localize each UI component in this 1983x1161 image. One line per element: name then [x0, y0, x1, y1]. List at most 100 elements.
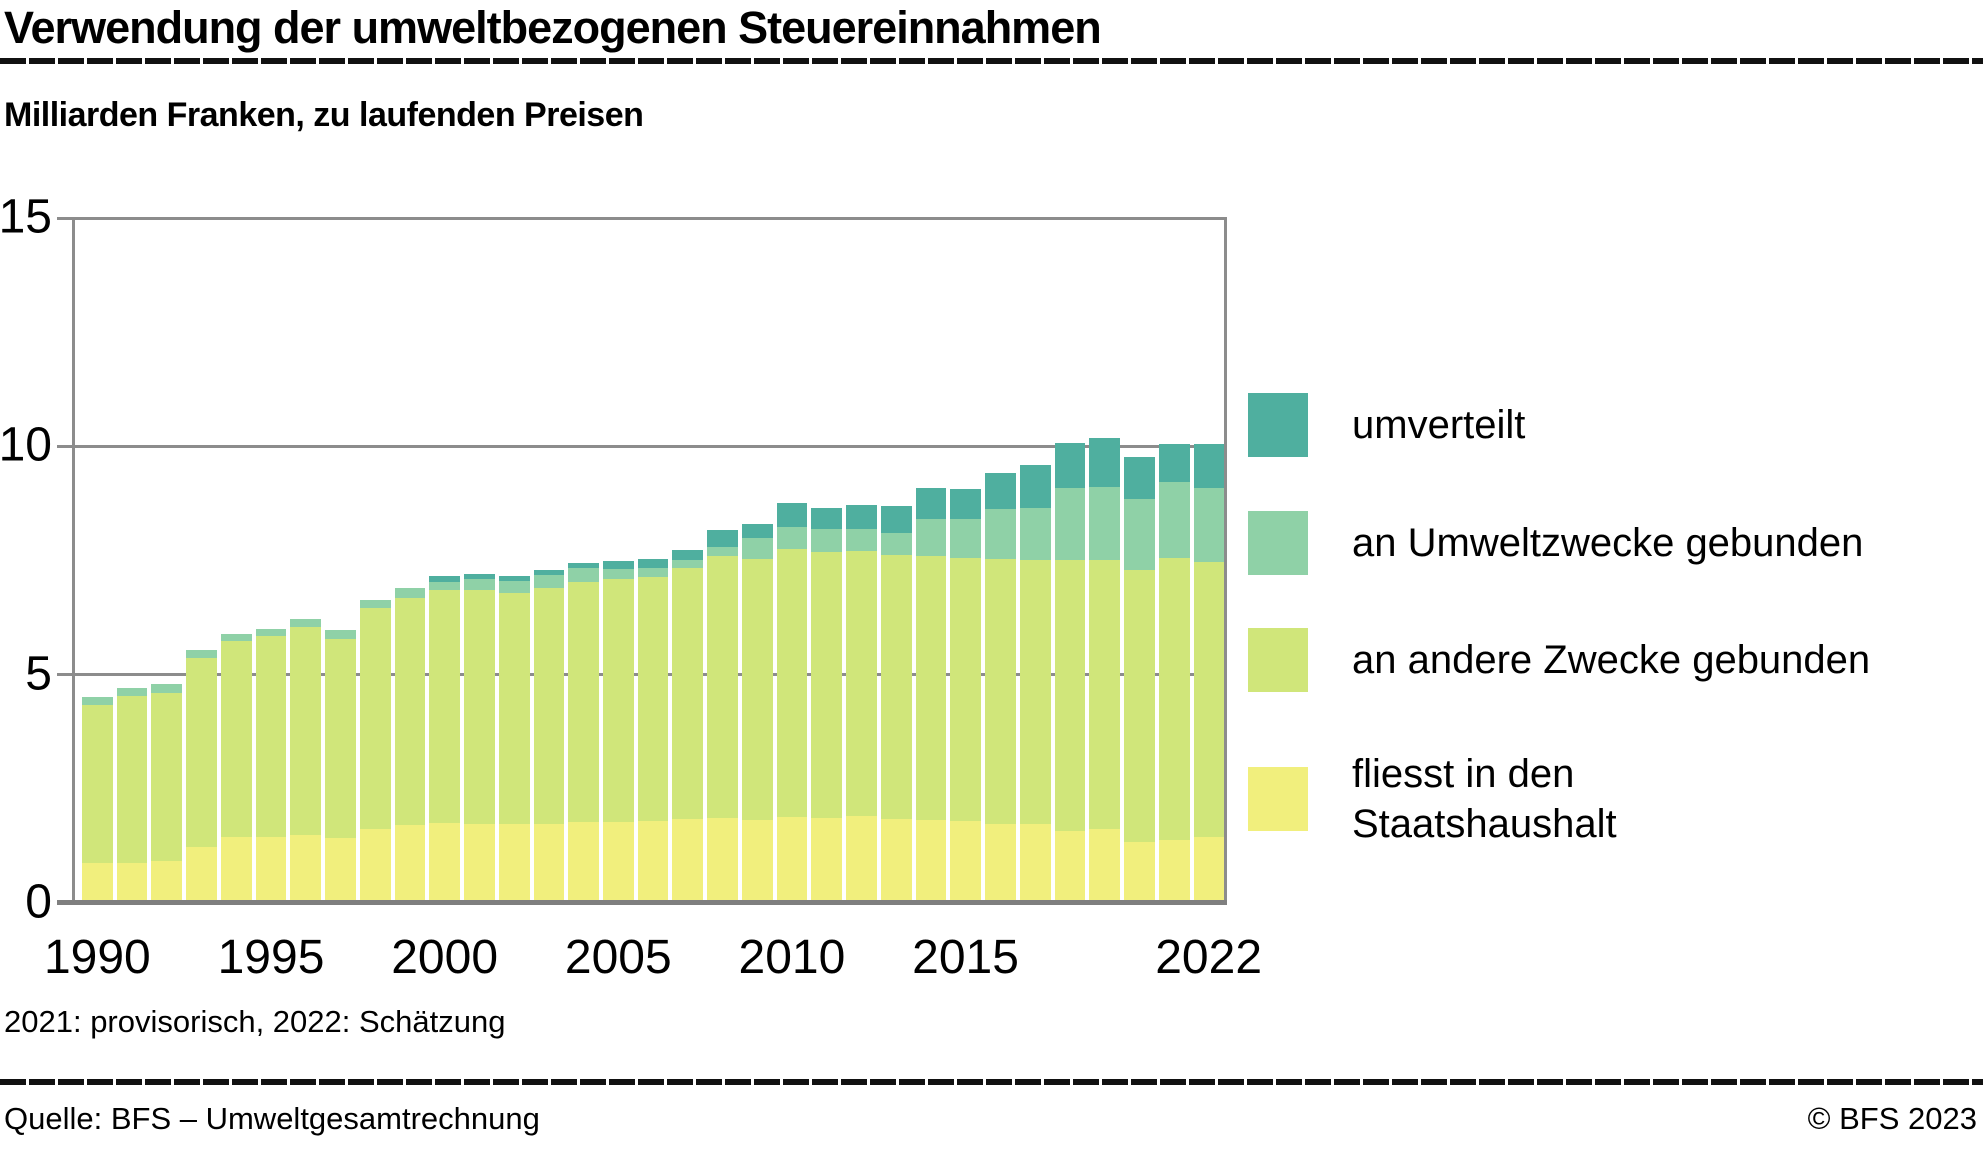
segment-umweltzwecke-1999 — [394, 587, 426, 598]
segment-andere_zwecke-2003 — [533, 587, 565, 824]
segment-staatshaushalt-2013 — [880, 819, 912, 903]
footnote: 2021: provisorisch, 2022: Schätzung — [4, 1004, 506, 1039]
footer-divider-rule — [0, 1079, 1983, 1085]
bar-2003 — [533, 570, 565, 903]
segment-umverteilt-2019 — [1089, 438, 1121, 487]
bar-1992 — [151, 683, 183, 903]
x-tick-label-1990: 1990 — [43, 931, 151, 984]
segment-umweltzwecke-1996 — [290, 619, 322, 627]
chart-subtitle: Milliarden Franken, zu laufenden Preisen — [4, 96, 644, 134]
segment-andere_zwecke-2008 — [707, 555, 738, 818]
segment-staatshaushalt-2010 — [776, 816, 808, 903]
bar-1991 — [116, 687, 148, 903]
segment-andere_zwecke-2014 — [915, 555, 947, 820]
bar-1995 — [255, 628, 287, 903]
segment-umweltzwecke-2003 — [533, 575, 565, 588]
segment-staatshaushalt-2022 — [1193, 837, 1225, 903]
bar-1996 — [290, 619, 322, 903]
segment-staatshaushalt-2001 — [464, 823, 495, 903]
segment-umverteilt-2011 — [811, 508, 843, 530]
copyright-text: © BFS 2023 — [1807, 1101, 1977, 1136]
segment-andere_zwecke-1993 — [186, 658, 217, 847]
segment-staatshaushalt-1992 — [151, 861, 183, 903]
gridline-15 — [57, 216, 1227, 220]
legend-swatch-umweltzwecke — [1248, 511, 1308, 575]
bar-2016 — [985, 472, 1016, 903]
y-tick-label-10: 10 — [0, 418, 52, 472]
segment-andere_zwecke-2016 — [985, 559, 1016, 824]
plot-area — [57, 216, 1227, 905]
segment-andere_zwecke-2015 — [950, 557, 982, 821]
segment-umweltzwecke-2010 — [776, 526, 808, 550]
segment-andere_zwecke-2011 — [811, 551, 843, 818]
segment-umverteilt-2008 — [707, 529, 738, 547]
bar-1990 — [82, 696, 113, 903]
x-axis-line — [57, 900, 1227, 905]
segment-staatshaushalt-2009 — [741, 819, 773, 903]
segment-umweltzwecke-1997 — [325, 629, 356, 640]
segment-umweltzwecke-2015 — [950, 518, 982, 558]
segment-staatshaushalt-2002 — [498, 824, 530, 903]
bar-1993 — [186, 650, 217, 903]
x-tick-label-1995: 1995 — [217, 931, 325, 984]
segment-andere_zwecke-1991 — [116, 696, 148, 863]
segment-staatshaushalt-1991 — [116, 862, 148, 903]
y-axis-tick-labels: 0 5 10 15 — [0, 190, 52, 928]
legend-label-umverteilt: umverteilt — [1352, 403, 1526, 447]
segment-umverteilt-2003 — [533, 570, 565, 576]
segment-umverteilt-2004 — [568, 563, 600, 569]
segment-staatshaushalt-2005 — [603, 821, 634, 903]
segment-umweltzwecke-2007 — [672, 560, 704, 569]
bar-2012 — [846, 505, 877, 903]
segment-umweltzwecke-2009 — [741, 538, 773, 560]
title-divider-rule — [0, 58, 1983, 64]
segment-umverteilt-2006 — [637, 559, 669, 568]
segment-umweltzwecke-2002 — [498, 580, 530, 593]
segment-umweltzwecke-2011 — [811, 529, 843, 552]
segment-staatshaushalt-2015 — [950, 820, 982, 903]
segment-andere_zwecke-2018 — [1054, 560, 1086, 831]
segment-staatshaushalt-2017 — [1019, 824, 1051, 903]
segment-umweltzwecke-2004 — [568, 568, 600, 582]
segment-staatshaushalt-2006 — [637, 820, 669, 903]
segment-andere_zwecke-2012 — [846, 550, 877, 817]
segment-umverteilt-2016 — [985, 472, 1016, 510]
segment-umweltzwecke-2014 — [915, 518, 947, 556]
x-tick-label-2005: 2005 — [564, 931, 672, 984]
segment-staatshaushalt-1996 — [290, 834, 322, 903]
segment-staatshaushalt-1994 — [220, 837, 252, 903]
legend-label-staatshaushalt: fliesst in den Staatshaushalt — [1352, 752, 1617, 846]
bar-2021 — [1158, 443, 1190, 903]
bar-2007 — [672, 550, 704, 903]
source-text: Quelle: BFS – Umweltgesamtrechnung — [4, 1101, 540, 1136]
bar-2000 — [429, 576, 461, 903]
segment-umweltzwecke-1998 — [359, 600, 391, 608]
segment-umverteilt-2018 — [1054, 442, 1086, 489]
segment-staatshaushalt-1997 — [325, 838, 356, 903]
bar-2020 — [1124, 457, 1155, 903]
segment-umweltzwecke-1990 — [82, 696, 113, 705]
segment-staatshaushalt-1998 — [359, 829, 391, 903]
segment-staatshaushalt-2011 — [811, 817, 843, 903]
segment-umweltzwecke-2005 — [603, 569, 634, 580]
segment-staatshaushalt-2007 — [672, 819, 704, 903]
segment-umverteilt-2010 — [776, 503, 808, 527]
bar-2013 — [880, 506, 912, 903]
segment-staatshaushalt-2014 — [915, 819, 947, 903]
segment-andere_zwecke-2009 — [741, 559, 773, 820]
plot-right-border — [1224, 218, 1227, 903]
segment-umweltzwecke-2008 — [707, 546, 738, 556]
bar-1997 — [325, 629, 356, 903]
segment-staatshaushalt-2021 — [1158, 839, 1190, 903]
segment-umverteilt-2021 — [1158, 443, 1190, 483]
bar-2009 — [741, 523, 773, 903]
segment-umverteilt-2020 — [1124, 457, 1155, 499]
segment-andere_zwecke-2000 — [429, 590, 461, 823]
bar-2019 — [1089, 438, 1121, 903]
segment-andere_zwecke-2002 — [498, 592, 530, 824]
segment-umweltzwecke-1991 — [116, 687, 148, 697]
segment-andere_zwecke-1995 — [255, 635, 287, 837]
bar-2018 — [1054, 442, 1086, 903]
bars-layer — [82, 218, 1225, 903]
segment-umweltzwecke-1995 — [255, 628, 287, 636]
